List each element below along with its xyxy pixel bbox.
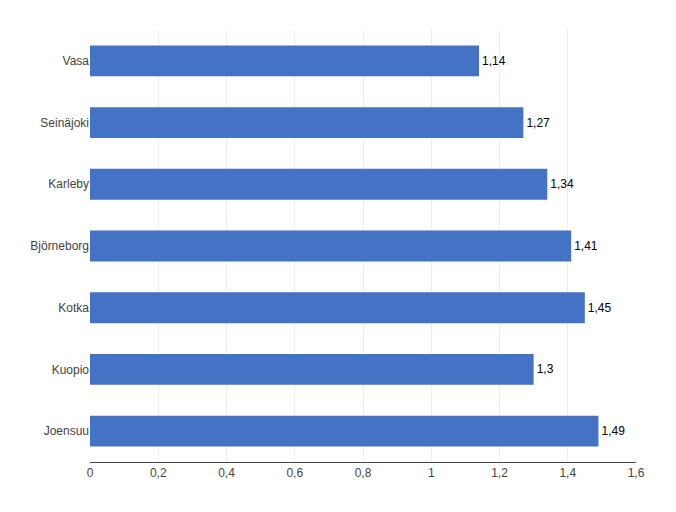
svg-text:Björneborg: Björneborg (30, 239, 89, 253)
svg-text:1,6: 1,6 (628, 466, 645, 480)
svg-text:Joensuu: Joensuu (44, 424, 89, 438)
svg-text:0: 0 (87, 466, 94, 480)
svg-text:1: 1 (428, 466, 435, 480)
svg-text:1,41: 1,41 (574, 239, 598, 253)
svg-text:1,3: 1,3 (537, 362, 554, 376)
svg-text:1,45: 1,45 (588, 301, 612, 315)
svg-text:0,6: 0,6 (286, 466, 303, 480)
svg-text:1,34: 1,34 (550, 177, 574, 191)
svg-text:0,2: 0,2 (150, 466, 167, 480)
svg-text:1,4: 1,4 (559, 466, 576, 480)
svg-text:Kotka: Kotka (58, 301, 89, 315)
svg-text:1,27: 1,27 (526, 116, 550, 130)
svg-text:Karleby: Karleby (48, 177, 89, 191)
svg-text:1,14: 1,14 (482, 54, 506, 68)
svg-text:Seinäjoki: Seinäjoki (40, 116, 89, 130)
svg-text:0,8: 0,8 (355, 466, 372, 480)
svg-text:Kuopio: Kuopio (52, 363, 90, 377)
svg-text:1,2: 1,2 (491, 466, 508, 480)
svg-text:Vasa: Vasa (63, 54, 90, 68)
svg-text:1,49: 1,49 (601, 424, 625, 438)
svg-text:0,4: 0,4 (218, 466, 235, 480)
